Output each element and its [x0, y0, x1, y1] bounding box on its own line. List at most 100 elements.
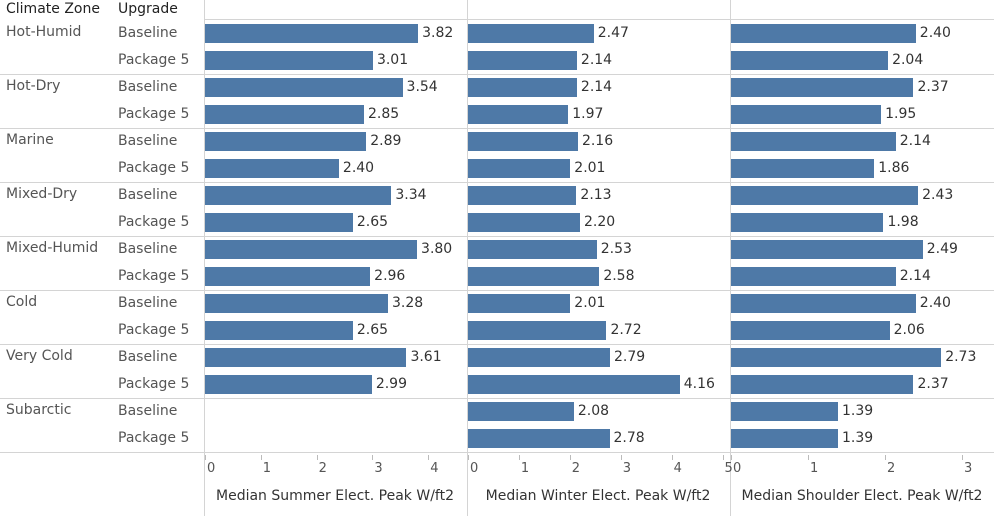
bar — [205, 132, 367, 151]
bar — [731, 78, 914, 97]
bar — [205, 213, 353, 232]
climate-zone-label: Mixed-Humid — [6, 240, 99, 256]
data-label: 2.08 — [577, 403, 610, 419]
bar — [468, 375, 680, 394]
data-label: 1.98 — [887, 214, 919, 230]
bar — [468, 213, 580, 232]
bar — [468, 267, 600, 286]
data-label: 2.13 — [580, 187, 612, 203]
x-tick-label: 5 — [724, 461, 733, 476]
data-label: 1.86 — [878, 160, 910, 176]
bar — [731, 105, 882, 124]
data-label: 2.40 — [919, 295, 951, 311]
upgrade-label: Baseline — [118, 133, 178, 149]
climate-zone-label: Hot-Dry — [6, 78, 61, 94]
data-label: 2.37 — [917, 79, 949, 95]
bar — [205, 24, 419, 43]
x-tick-mark — [885, 455, 886, 460]
data-label: 2.14 — [899, 133, 931, 149]
group-divider — [0, 344, 994, 345]
data-label: 2.01 — [574, 160, 606, 176]
x-axis-title: Median Summer Elect. Peak W/ft2 — [216, 488, 454, 504]
upgrade-label: Package 5 — [118, 160, 190, 176]
bar — [731, 429, 839, 448]
data-label: 3.01 — [376, 52, 409, 68]
upgrade-label: Baseline — [118, 349, 178, 365]
data-label: 2.73 — [945, 349, 977, 365]
data-label: 2.06 — [893, 322, 925, 338]
x-tick-label: 0 — [733, 461, 742, 476]
x-tick-label: 3 — [622, 461, 631, 476]
climate-zone-label: Mixed-Dry — [6, 186, 78, 202]
x-tick-mark — [260, 455, 262, 460]
upgrade-label: Baseline — [118, 403, 178, 419]
climate-zone-label: Marine — [6, 132, 54, 148]
data-label: 3.54 — [406, 79, 438, 95]
group-divider — [0, 74, 994, 75]
upgrade-label: Package 5 — [118, 214, 190, 230]
data-label: 2.04 — [892, 52, 924, 68]
group-divider — [0, 128, 994, 129]
header-climate-zone: Climate Zone — [6, 1, 100, 17]
data-label: 2.14 — [580, 79, 613, 95]
data-label: 2.99 — [375, 376, 407, 392]
bar — [468, 159, 571, 178]
data-label: 1.39 — [842, 430, 874, 446]
bar — [731, 294, 916, 313]
x-tick-label: 1 — [520, 461, 530, 476]
x-tick-mark — [428, 455, 430, 460]
data-label: 2.65 — [356, 322, 389, 338]
upgrade-label: Package 5 — [118, 52, 190, 68]
data-label: 2.40 — [342, 160, 375, 176]
data-label: 3.80 — [421, 241, 453, 257]
data-label: 2.85 — [368, 106, 400, 122]
upgrade-label: Baseline — [118, 25, 178, 41]
panel-divider — [204, 0, 205, 516]
data-label: 2.16 — [581, 133, 614, 149]
bar — [205, 78, 403, 97]
bar — [205, 51, 373, 70]
x-tick-label: 4 — [673, 461, 682, 476]
chart-bottom-line — [0, 452, 994, 453]
data-label: 2.01 — [574, 295, 606, 311]
bar — [205, 105, 365, 124]
data-label: 2.65 — [356, 214, 389, 230]
x-tick-label: 2 — [887, 461, 896, 476]
bar — [205, 294, 389, 313]
data-label: 2.49 — [926, 241, 958, 257]
bar — [468, 105, 569, 124]
x-tick-mark — [205, 455, 206, 460]
x-tick-label: 1 — [262, 461, 272, 476]
x-axis-title: Median Winter Elect. Peak W/ft2 — [485, 488, 711, 504]
bar — [205, 267, 371, 286]
data-label: 3.61 — [410, 349, 442, 365]
data-label: 2.89 — [370, 133, 402, 149]
upgrade-label: Package 5 — [118, 376, 190, 392]
bar — [468, 78, 577, 97]
data-label: 1.39 — [842, 403, 874, 419]
bar — [731, 348, 942, 367]
x-tick-label: 0 — [207, 461, 216, 476]
bar — [731, 51, 889, 70]
upgrade-label: Package 5 — [118, 430, 190, 446]
data-label: 2.40 — [919, 25, 951, 41]
upgrade-label: Baseline — [118, 295, 178, 311]
bar — [205, 348, 407, 367]
upgrade-label: Package 5 — [118, 106, 190, 122]
x-tick-mark — [620, 455, 622, 460]
bar — [468, 132, 578, 151]
upgrade-label: Package 5 — [118, 268, 190, 284]
data-label: 2.43 — [922, 187, 954, 203]
x-tick-mark — [722, 455, 724, 460]
x-tick-mark — [518, 455, 520, 460]
data-label: 1.95 — [885, 106, 917, 122]
data-label: 2.20 — [583, 214, 616, 230]
bar — [731, 24, 916, 43]
x-tick-mark — [468, 455, 469, 460]
bar — [205, 186, 392, 205]
data-label: 2.79 — [614, 349, 646, 365]
data-label: 3.34 — [395, 187, 427, 203]
data-label: 3.28 — [392, 295, 424, 311]
bar — [731, 186, 919, 205]
x-tick-mark — [372, 455, 374, 460]
